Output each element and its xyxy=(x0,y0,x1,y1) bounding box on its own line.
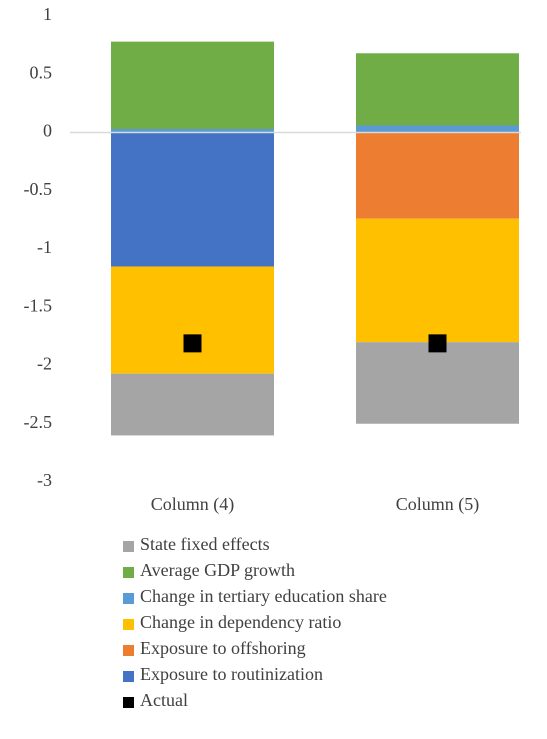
y-tick-label: -1 xyxy=(37,237,52,257)
y-tick-label: -1.5 xyxy=(24,295,53,315)
legend-label: State fixed effects xyxy=(140,534,270,554)
y-tick-label: 1 xyxy=(43,4,52,24)
legend-label: Exposure to routinization xyxy=(140,664,323,684)
legend-label: Average GDP growth xyxy=(140,560,295,580)
bar-segment xyxy=(356,125,519,133)
y-tick-label: -3 xyxy=(37,470,52,490)
y-tick-label: -2.5 xyxy=(24,412,53,432)
legend-swatch xyxy=(123,567,134,578)
bar-segment xyxy=(356,53,519,126)
bar-segment xyxy=(356,218,519,343)
actual-marker xyxy=(183,334,202,353)
y-tick-label: 0.5 xyxy=(30,62,53,82)
legend-swatch xyxy=(123,697,134,708)
legend-label: Change in tertiary education share xyxy=(140,586,387,606)
bar-segment xyxy=(111,266,274,374)
y-tick-label: 0 xyxy=(43,121,52,141)
y-tick-label: -0.5 xyxy=(24,179,53,199)
bar-segment xyxy=(356,132,519,219)
legend-swatch xyxy=(123,541,134,552)
y-tick-label: -2 xyxy=(37,354,52,374)
legend-label: Exposure to offshoring xyxy=(140,638,306,658)
legend-swatch xyxy=(123,671,134,682)
x-tick-label: Column (4) xyxy=(151,494,235,515)
bar-segment xyxy=(111,41,274,130)
x-tick-label: Column (5) xyxy=(396,494,480,515)
bar-segment xyxy=(111,129,274,133)
legend-swatch xyxy=(123,619,134,630)
legend-swatch xyxy=(123,593,134,604)
legend-label: Actual xyxy=(140,690,188,710)
bar-segment xyxy=(111,373,274,436)
legend-label: Change in dependency ratio xyxy=(140,612,341,632)
legend-swatch xyxy=(123,645,134,656)
actual-marker xyxy=(428,334,447,353)
bar-segment xyxy=(111,132,274,267)
bar-segment xyxy=(356,342,519,424)
